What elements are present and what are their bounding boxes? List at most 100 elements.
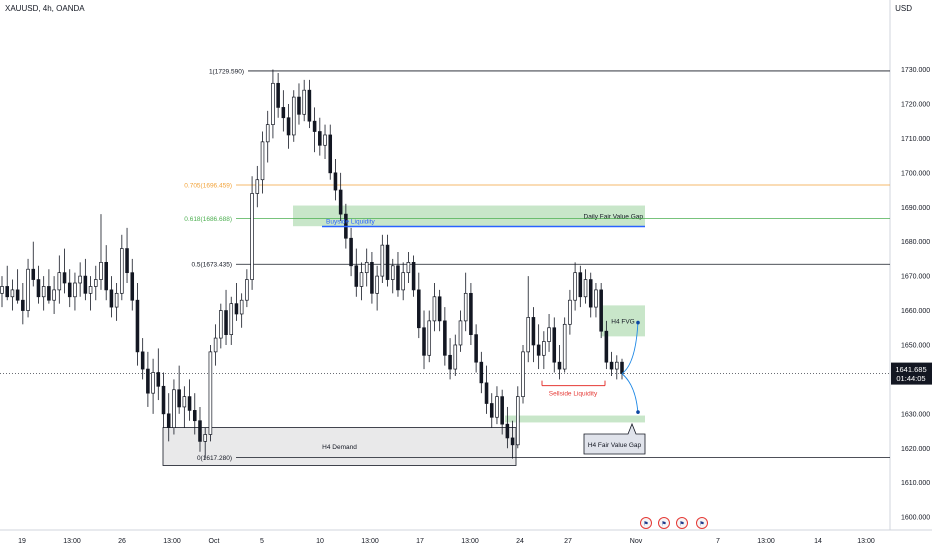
candle-body <box>500 396 504 425</box>
flag-glyph: ⚑ <box>679 521 684 528</box>
candle-body <box>479 361 484 384</box>
candle-body <box>198 420 202 442</box>
y-tick-label: 1680.000 <box>901 239 930 246</box>
x-tick-label: 26 <box>118 538 126 545</box>
candle-body <box>427 320 432 356</box>
candle-body <box>161 385 166 415</box>
candle-body <box>213 337 218 353</box>
candle-body <box>224 310 228 335</box>
last-price-tag <box>891 362 932 385</box>
candle-body <box>52 289 56 301</box>
candle-body <box>234 303 239 315</box>
candle-body <box>297 96 301 115</box>
candle-body <box>192 410 197 422</box>
candle-body <box>453 344 458 370</box>
y-tick-label: 1630.000 <box>901 411 930 418</box>
h4-fvg-callout-box <box>583 422 646 455</box>
candle-body <box>562 323 567 370</box>
last-price-value: 1641.685 <box>895 365 926 374</box>
candle-body <box>57 272 62 291</box>
candle-body <box>437 296 442 322</box>
fib-level-label: 0.5(1673.435) <box>192 262 232 269</box>
candle-body <box>333 172 338 191</box>
candle-body <box>349 237 353 267</box>
x-tick-label: 7 <box>716 538 720 545</box>
x-tick-label: 13:00 <box>461 538 479 545</box>
candle-body <box>286 117 291 136</box>
candle-body <box>67 282 72 298</box>
fib-level-label: 0(1617.280) <box>197 455 232 462</box>
candle-body <box>47 286 51 301</box>
candle-body <box>443 320 447 356</box>
x-tick-label: 13:00 <box>163 538 181 545</box>
candle-body <box>323 134 327 146</box>
sellside-liquidity-label: Sellside Liquidity <box>549 391 598 398</box>
candle-body <box>531 317 536 346</box>
candle-body <box>245 279 249 301</box>
candle-body <box>604 330 609 363</box>
candle-body <box>0 286 4 294</box>
candle-body <box>172 389 176 428</box>
candle-body <box>364 261 369 274</box>
economic-event-flag-icon[interactable] <box>676 517 688 529</box>
candle-body <box>203 434 207 442</box>
candle-body <box>401 272 405 291</box>
candle-body <box>31 268 36 280</box>
candle-body <box>609 361 614 370</box>
candle-body <box>620 361 624 374</box>
candle-body <box>120 248 124 294</box>
h4-fvg-callout-label: H4 Fair Value Gap <box>588 442 642 449</box>
economic-event-flag-icon[interactable] <box>658 517 670 529</box>
economic-event-flag-icon[interactable] <box>640 517 652 529</box>
x-tick-label: 10 <box>316 538 324 545</box>
candle-body <box>526 317 531 353</box>
candle-body <box>291 96 296 136</box>
candle-body <box>109 289 114 308</box>
candle-body <box>140 351 145 370</box>
candle-body <box>557 361 562 370</box>
zone-unlabeled <box>505 415 645 423</box>
candle-body <box>166 413 171 428</box>
flag-glyph: ⚑ <box>643 521 648 528</box>
candle-body <box>573 272 577 301</box>
x-tick-label: 14 <box>814 538 822 545</box>
candle-body <box>583 279 588 298</box>
candle-body <box>594 289 598 308</box>
projection-down-arrow <box>621 373 639 414</box>
candle-body <box>88 286 93 294</box>
candle-body <box>385 244 390 280</box>
projection-up-dot <box>636 320 640 325</box>
candle-body <box>599 289 603 332</box>
candle-body <box>489 403 494 418</box>
candle-body <box>130 272 135 301</box>
candle-body <box>417 289 421 329</box>
candle-body <box>62 272 67 284</box>
candle-body <box>338 189 343 215</box>
candle-body <box>219 310 223 339</box>
candle-body <box>177 389 181 408</box>
y-tick-label: 1620.000 <box>901 446 930 453</box>
candle-body <box>229 303 234 335</box>
candle-body <box>354 265 359 287</box>
candle-body <box>474 334 478 363</box>
currency-label: USD <box>895 4 912 13</box>
y-tick-label: 1710.000 <box>901 136 930 143</box>
candle-body <box>265 124 270 143</box>
candle-body <box>302 89 306 115</box>
candle-body <box>276 82 280 108</box>
candle-body <box>328 134 333 174</box>
candle-body <box>41 286 46 298</box>
candle-body <box>135 299 140 353</box>
x-tick-label: 24 <box>516 538 524 545</box>
candle-body <box>255 179 260 194</box>
candle-body <box>208 351 213 435</box>
candle-body <box>125 248 129 274</box>
candle-body <box>463 292 468 322</box>
fib-level-label: 0.705(1696.459) <box>184 182 232 189</box>
y-tick-label: 1610.000 <box>901 480 930 487</box>
candle-body <box>588 279 593 308</box>
candle-body <box>36 279 41 298</box>
economic-event-flag-icon[interactable] <box>696 517 708 529</box>
x-tick-label: 13:00 <box>757 538 775 545</box>
